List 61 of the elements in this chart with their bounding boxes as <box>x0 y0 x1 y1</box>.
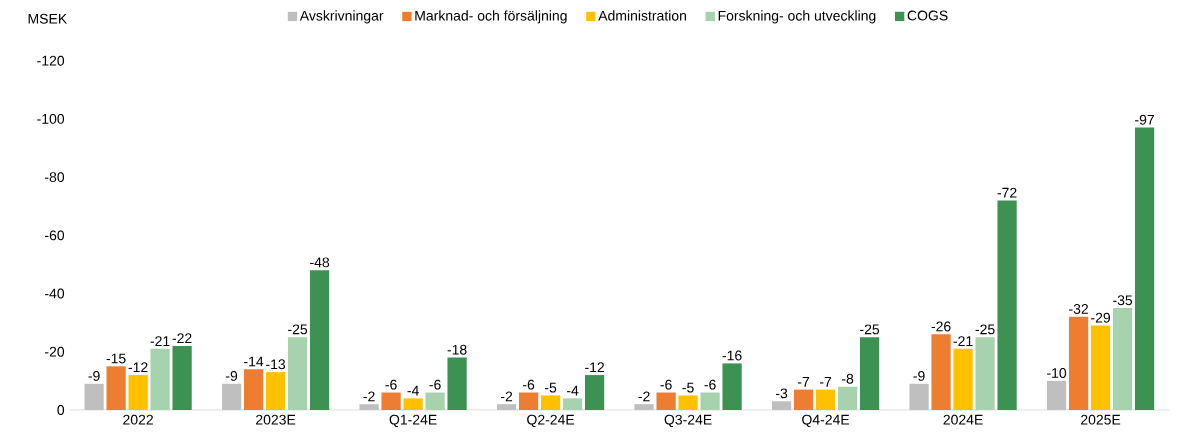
data-label: -29 <box>1091 312 1111 323</box>
data-label: -25 <box>975 324 995 335</box>
data-label: -6 <box>385 379 397 390</box>
data-label: -13 <box>266 359 286 370</box>
data-label: -15 <box>106 353 126 364</box>
data-label: -7 <box>819 377 832 387</box>
data-label: -18 <box>447 344 467 355</box>
y-tick-label: -100 <box>37 113 65 124</box>
data-label: -48 <box>310 257 330 268</box>
data-label: -21 <box>953 336 973 346</box>
data-label: -26 <box>931 321 951 332</box>
data-label: -8 <box>841 373 854 384</box>
x-tick-label: Q2-24E <box>527 414 575 428</box>
data-label: -97 <box>1135 114 1154 125</box>
data-label: -25 <box>288 324 308 335</box>
data-label: -3 <box>775 388 788 399</box>
data-label: -16 <box>722 350 742 361</box>
data-label: -5 <box>544 382 557 393</box>
y-tick-label: -120 <box>37 55 65 66</box>
data-label: -9 <box>226 370 238 381</box>
legend-label: Marknad- och försäljning <box>415 10 567 24</box>
data-label: -25 <box>860 324 880 335</box>
y-axis-title: MSEK <box>28 13 68 24</box>
x-tick-label: 2023E <box>256 414 296 425</box>
y-tick-label: -40 <box>45 288 65 299</box>
data-label: -12 <box>128 362 148 373</box>
data-label: -4 <box>407 385 419 396</box>
data-label: -7 <box>797 377 810 387</box>
legend-label: Avskrivningar <box>299 10 384 24</box>
data-label: -5 <box>682 382 694 393</box>
data-label: -6 <box>429 379 441 390</box>
data-label: -2 <box>363 391 375 402</box>
legend-label: Forskning- och utveckling <box>718 10 876 24</box>
data-label: -32 <box>1069 304 1088 314</box>
data-label: -9 <box>88 370 100 381</box>
x-tick-label: Q4-24E <box>802 414 850 428</box>
x-tick-label: Q3-24E <box>664 414 712 428</box>
data-label: -2 <box>638 391 650 402</box>
data-label: -35 <box>1113 295 1133 306</box>
data-label: -72 <box>997 187 1017 198</box>
data-label: -9 <box>913 370 925 381</box>
legend-label: COGS <box>907 10 948 21</box>
x-tick-label: 2022 <box>123 414 153 425</box>
data-label: -2 <box>500 391 513 402</box>
x-tick-label: Q1-24E <box>389 414 437 428</box>
y-tick-label: -80 <box>45 172 65 183</box>
data-label: -22 <box>172 333 192 344</box>
y-tick-label: 0 <box>57 405 65 415</box>
data-label: -6 <box>522 379 535 390</box>
x-tick-label: 2025E <box>1081 414 1121 425</box>
data-label: -4 <box>566 385 579 396</box>
data-label: -12 <box>585 362 604 373</box>
data-label: -10 <box>1047 368 1067 378</box>
data-label: -14 <box>244 356 264 367</box>
data-label: -6 <box>704 379 716 390</box>
data-label: -6 <box>660 379 672 390</box>
y-tick-label: -60 <box>45 230 65 241</box>
x-tick-label: 2024E <box>943 414 983 425</box>
legend-label: Administration <box>598 10 686 21</box>
data-label: -21 <box>150 336 170 346</box>
y-tick-label: -20 <box>45 346 65 357</box>
